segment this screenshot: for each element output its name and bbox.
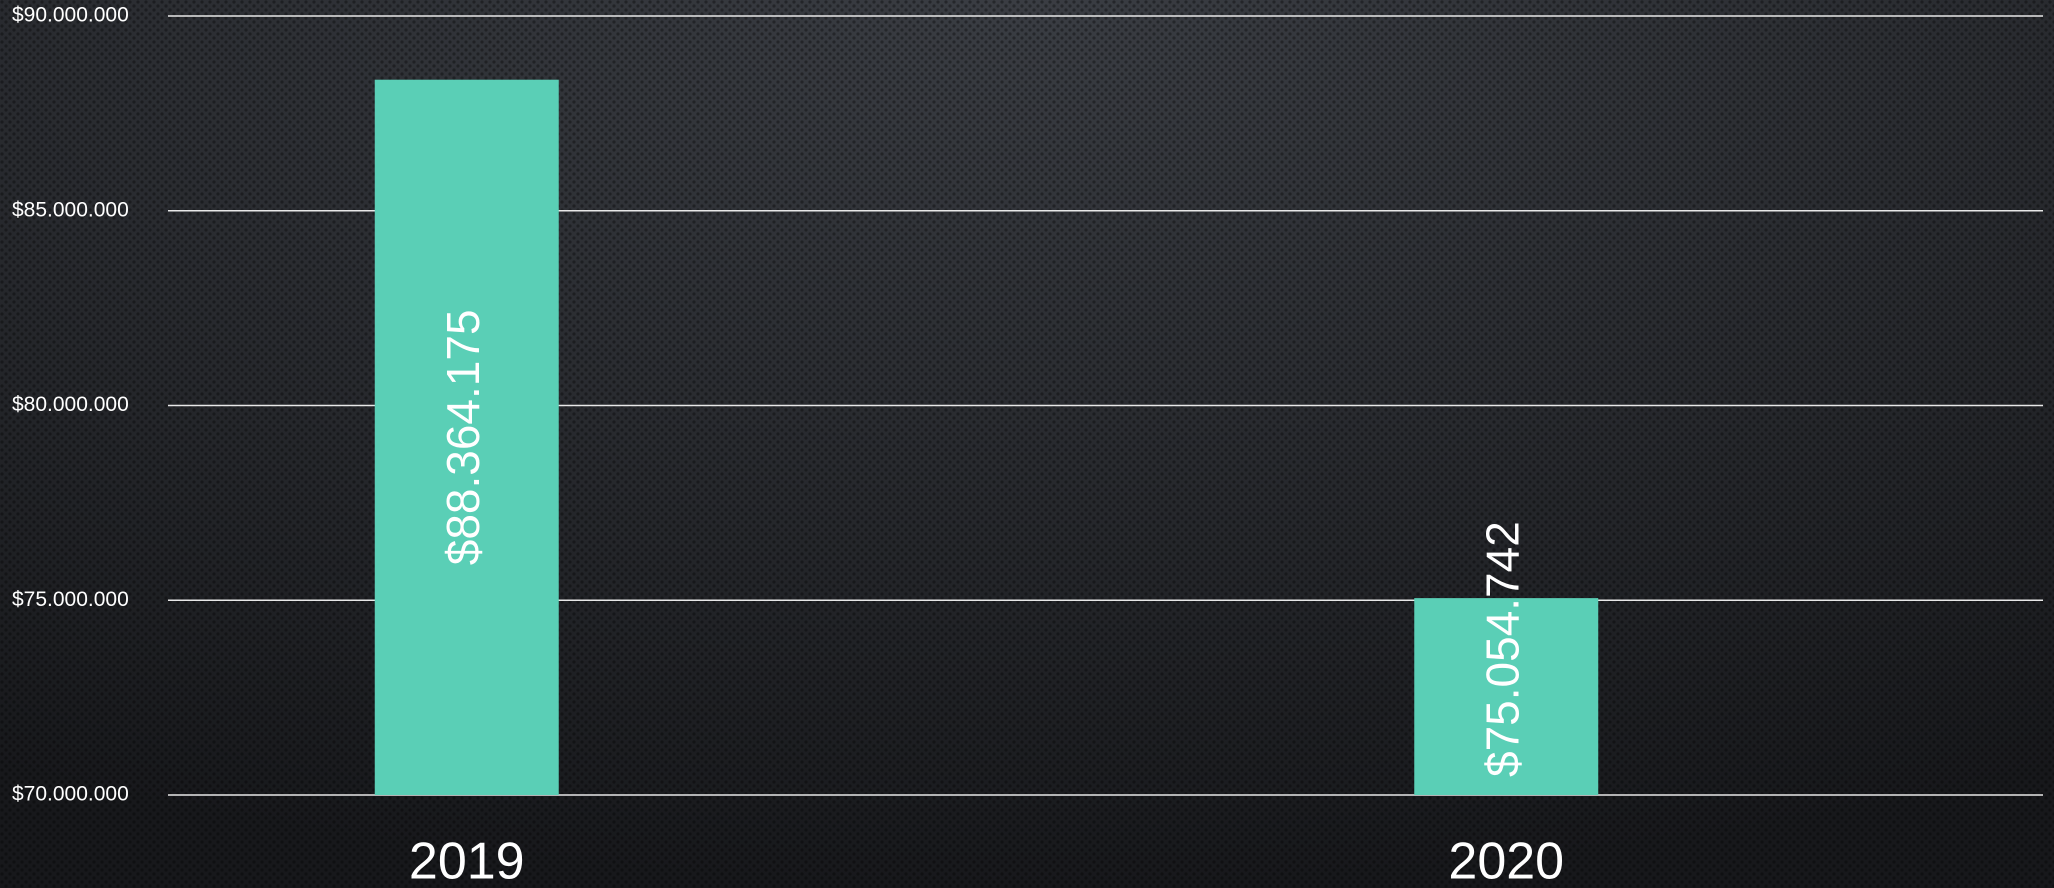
y-tick-label: $70.000.000 (12, 783, 129, 806)
bar (374, 79, 559, 795)
value-label: $88.364.175 (437, 309, 489, 565)
x-tick-label: 2019 (409, 833, 525, 888)
bar (1414, 598, 1599, 795)
y-tick-label: $75.000.000 (12, 588, 129, 611)
x-tick-label: 2020 (1448, 833, 1564, 888)
value-label: $75.054.742 (1476, 521, 1528, 777)
y-tick-label: $80.000.000 (12, 393, 129, 416)
y-tick-label: $90.000.000 (12, 4, 129, 27)
y-tick-label: $85.000.000 (12, 198, 129, 221)
